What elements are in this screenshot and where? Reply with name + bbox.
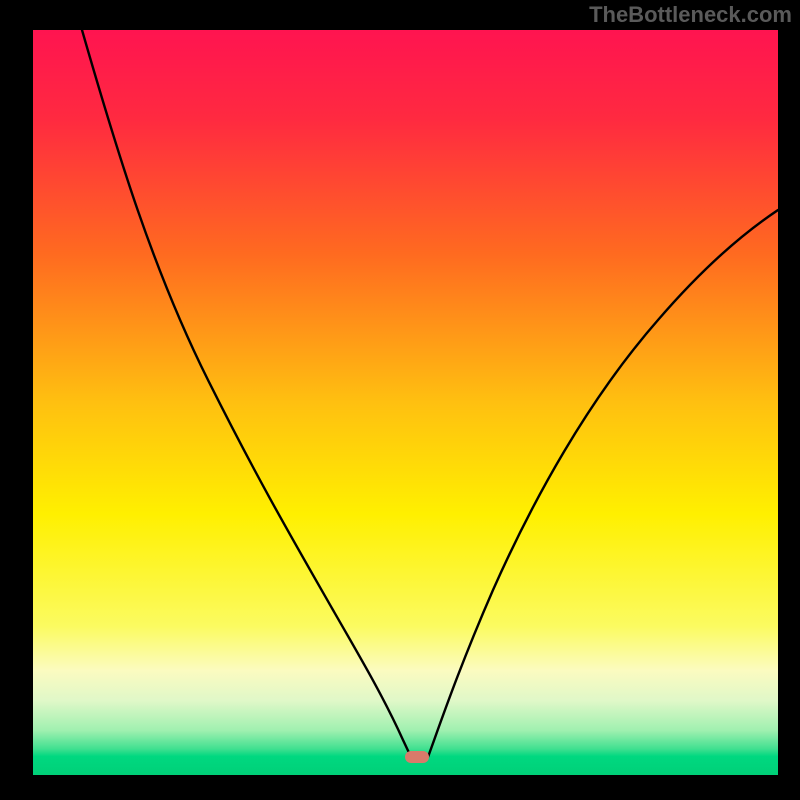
- curve-svg: [33, 30, 778, 775]
- watermark-text: TheBottleneck.com: [589, 2, 792, 28]
- bottleneck-curve: [82, 30, 778, 757]
- optimum-marker: [405, 751, 429, 763]
- plot-area: [33, 30, 778, 775]
